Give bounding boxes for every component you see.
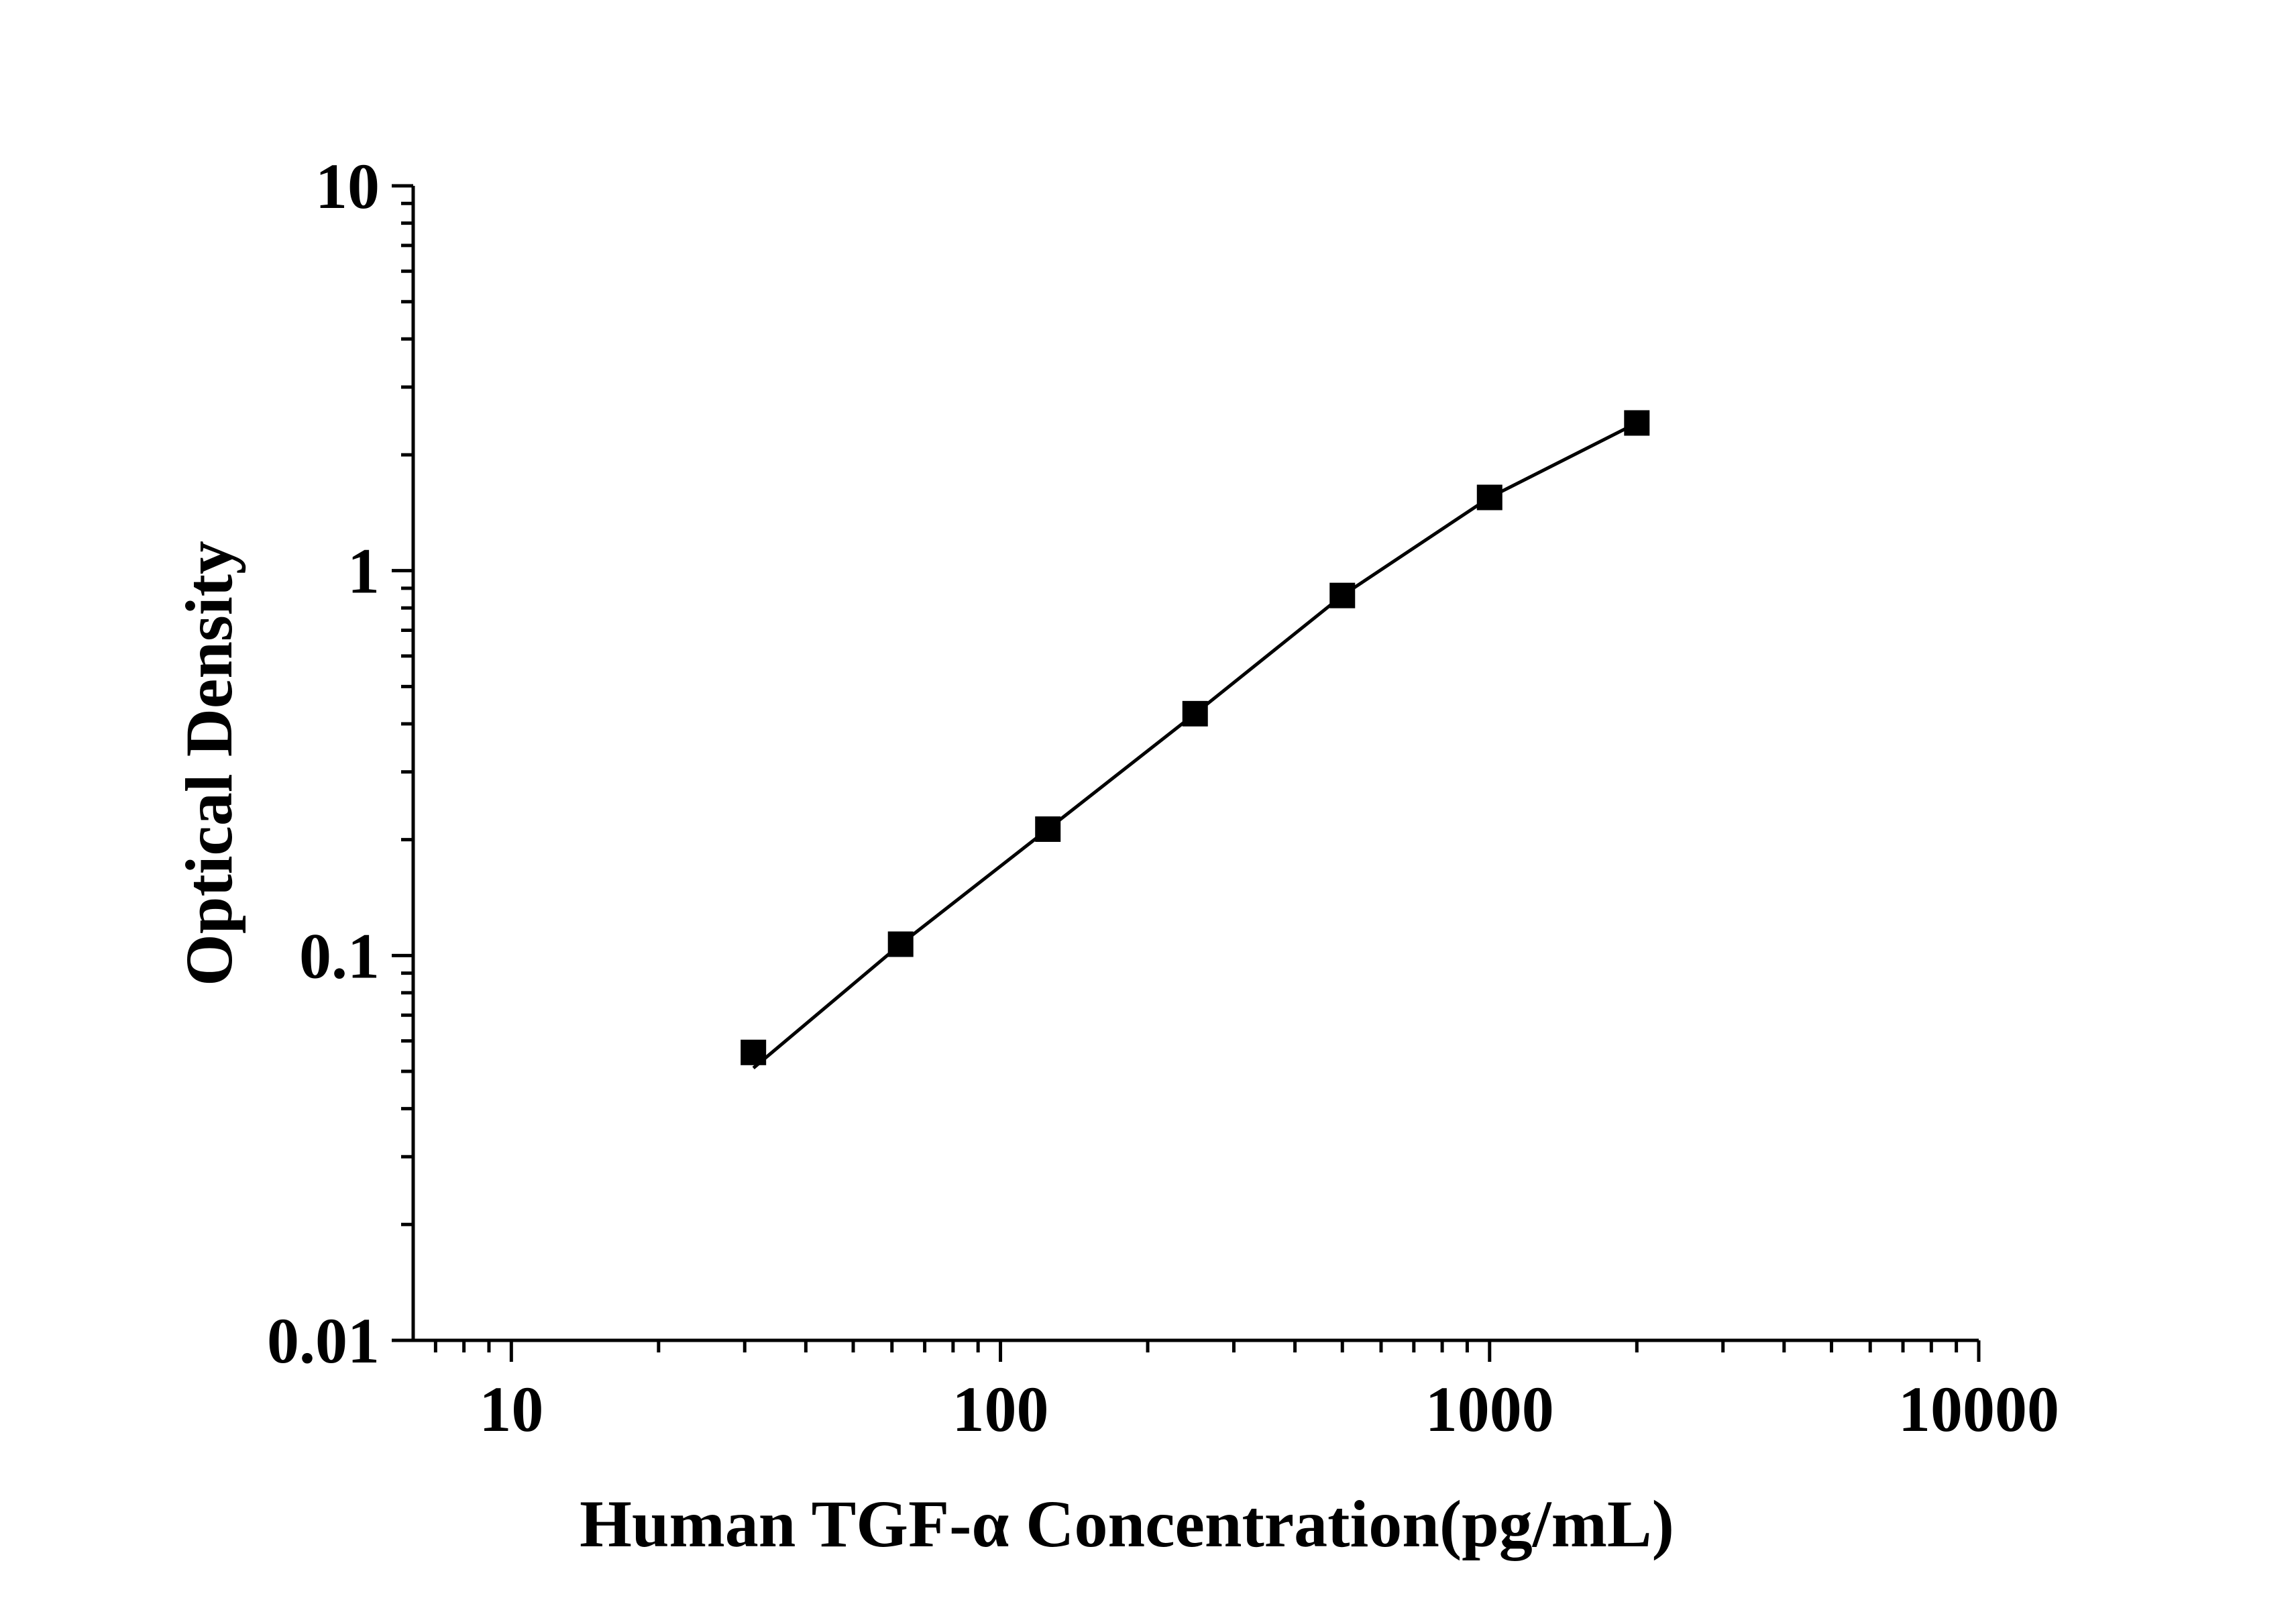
data-point: [1182, 700, 1208, 727]
data-point: [1329, 582, 1356, 608]
x-axis-title: Human TGF-α Concentration(pg/mL): [580, 1487, 1674, 1561]
y-tick-label: 1: [347, 535, 380, 607]
plot-area: 10 100 1000 10000 0.01 0.1 1 10: [267, 150, 2059, 1445]
data-point: [1476, 484, 1502, 511]
y-tick-label: 0.1: [299, 920, 380, 992]
x-tick-label: 10: [479, 1373, 543, 1445]
data-point: [741, 1039, 767, 1065]
x-tick-label: 10000: [1898, 1373, 2059, 1445]
data-point: [1035, 816, 1061, 842]
x-tick-label: 100: [952, 1373, 1049, 1445]
x-tick-label: 1000: [1425, 1373, 1554, 1445]
data-point: [1624, 410, 1650, 436]
y-axis-title: Optical Density: [172, 541, 246, 986]
y-tick-label: 10: [315, 150, 380, 222]
data-point: [887, 931, 914, 957]
y-tick-label: 0.01: [267, 1305, 380, 1377]
fit-curve: [752, 421, 1638, 1070]
